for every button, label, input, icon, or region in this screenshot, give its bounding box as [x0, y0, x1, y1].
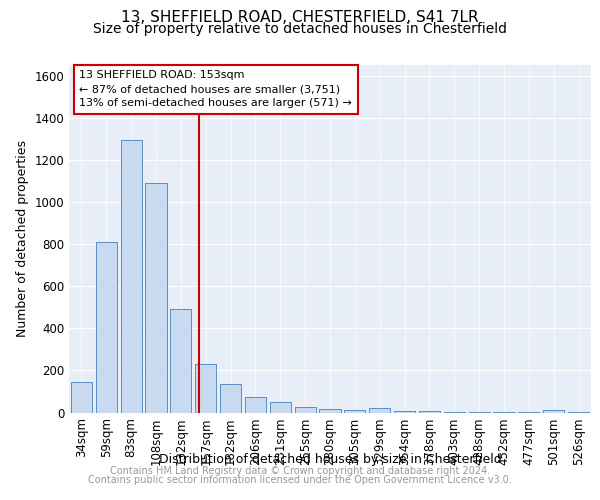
Text: Distribution of detached houses by size in Chesterfield: Distribution of detached houses by size … [158, 452, 502, 466]
Bar [195, 364, 216, 412]
Bar [270, 402, 291, 412]
Bar [245, 396, 266, 412]
Y-axis label: Number of detached properties: Number of detached properties [16, 140, 29, 337]
Bar [543, 410, 564, 412]
Bar [319, 408, 341, 412]
Bar [319, 408, 341, 412]
Bar [543, 410, 564, 412]
Bar [344, 410, 365, 412]
Bar [121, 140, 142, 412]
Bar [170, 310, 191, 412]
Bar [71, 382, 92, 412]
Bar [145, 183, 167, 412]
Text: Size of property relative to detached houses in Chesterfield: Size of property relative to detached ho… [93, 22, 507, 36]
Bar [270, 402, 291, 412]
Bar [369, 408, 390, 412]
Bar [96, 242, 117, 412]
Text: Contains HM Land Registry data © Crown copyright and database right 2024.: Contains HM Land Registry data © Crown c… [110, 466, 490, 476]
Bar [121, 140, 142, 412]
Text: 13 SHEFFIELD ROAD: 153sqm
← 87% of detached houses are smaller (3,751)
13% of se: 13 SHEFFIELD ROAD: 153sqm ← 87% of detac… [79, 70, 352, 108]
Bar [245, 396, 266, 412]
Bar [195, 364, 216, 412]
Bar [96, 242, 117, 412]
Text: 13, SHEFFIELD ROAD, CHESTERFIELD, S41 7LR: 13, SHEFFIELD ROAD, CHESTERFIELD, S41 7L… [121, 10, 479, 25]
Text: Contains public sector information licensed under the Open Government Licence v3: Contains public sector information licen… [88, 475, 512, 485]
Bar [220, 384, 241, 412]
Bar [145, 183, 167, 412]
Bar [295, 406, 316, 412]
Bar [295, 406, 316, 412]
Bar [220, 384, 241, 412]
Bar [170, 310, 191, 412]
Bar [71, 382, 92, 412]
Bar [344, 410, 365, 412]
Bar [369, 408, 390, 412]
